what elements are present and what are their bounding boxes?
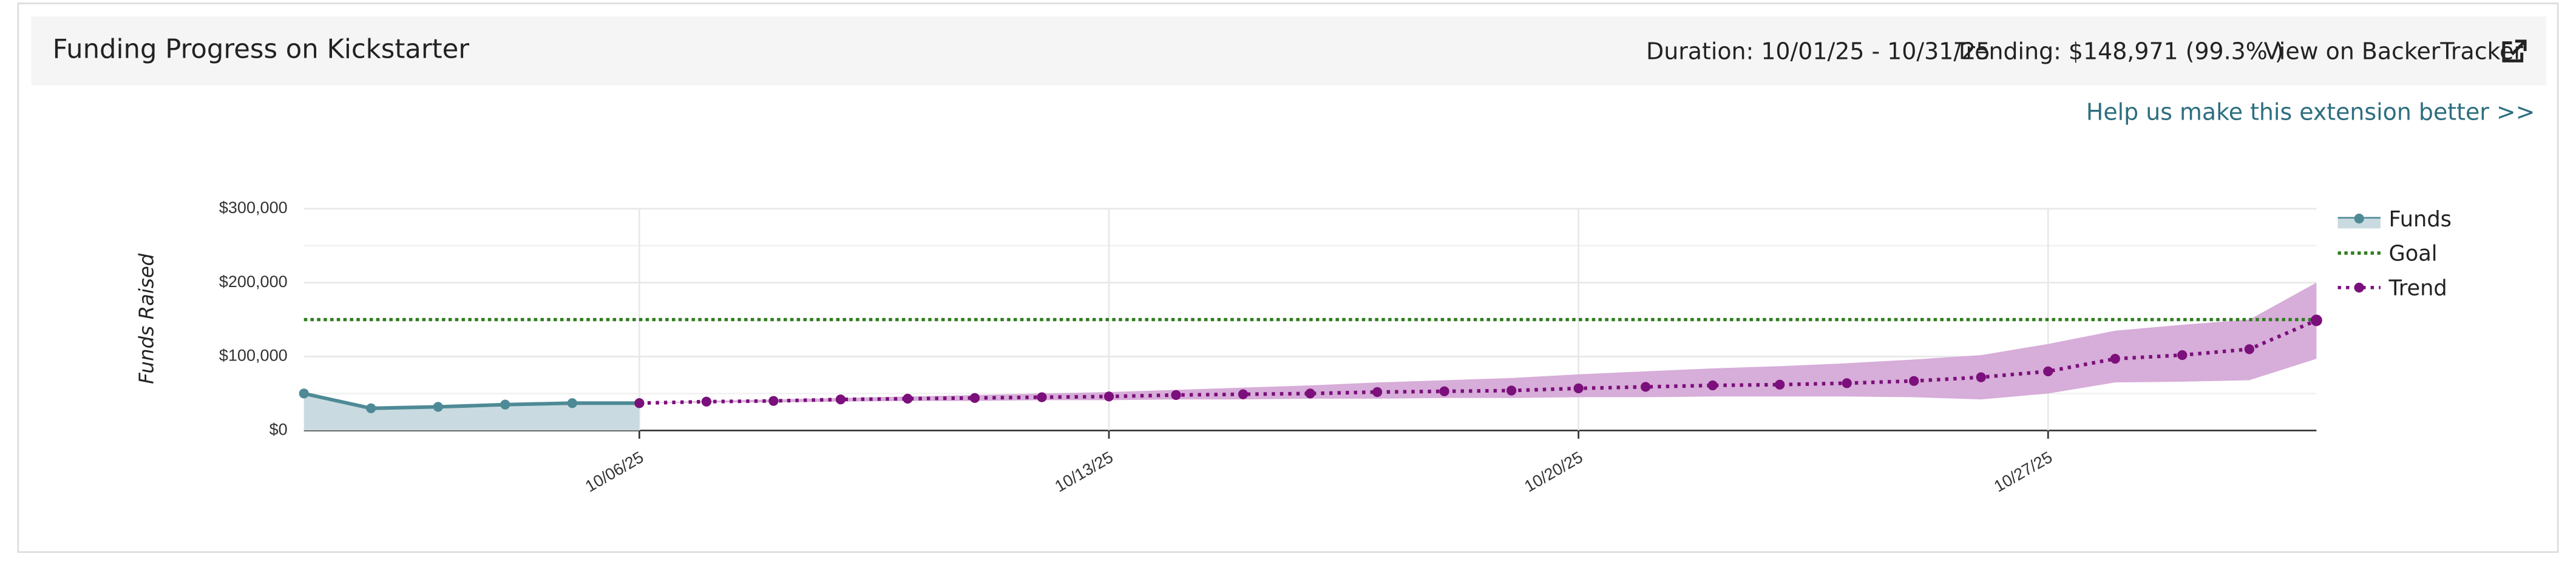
y-tick-label: $300,000 [219, 198, 288, 217]
data-point [1909, 376, 1919, 386]
series-line [639, 319, 2317, 405]
data-point [634, 398, 645, 408]
data-point [433, 402, 443, 412]
data-point [1775, 379, 1785, 390]
data-point [2177, 350, 2188, 361]
funds-area [303, 393, 640, 431]
legend-label[interactable]: Goal [2388, 242, 2437, 266]
panel [17, 2, 2559, 553]
legend-label[interactable]: Funds [2388, 207, 2452, 232]
data-point [1842, 378, 1852, 388]
legend-marker [2354, 282, 2364, 293]
data-point [1238, 389, 1249, 399]
header-title: Funding Progress on Kickstarter [53, 35, 470, 65]
legend-marker [2354, 214, 2364, 224]
legend-label[interactable]: Trend [2388, 276, 2447, 301]
data-point [1439, 386, 1449, 396]
backertracker-link[interactable]: View on BackerTracker [2264, 38, 2524, 64]
data-point [1171, 390, 1181, 400]
data-point [366, 403, 376, 413]
data-point [1976, 372, 1986, 382]
data-point [903, 393, 913, 404]
data-point [2310, 314, 2322, 327]
data-point [1506, 385, 1517, 396]
data-point [500, 399, 510, 410]
series-line [303, 391, 640, 410]
data-point [701, 396, 711, 407]
data-point [768, 396, 779, 406]
trend-band [639, 282, 2317, 404]
external-link-icon[interactable] [2502, 39, 2527, 63]
data-point [1103, 391, 1114, 402]
data-point [2043, 366, 2053, 376]
data-point [1641, 382, 1651, 392]
data-point [567, 398, 577, 408]
y-axis-label: Funds Raised [135, 253, 158, 384]
feedback-link[interactable]: Help us make this extension better >> [2086, 98, 2535, 125]
y-tick-label: $0 [269, 420, 288, 438]
data-point [835, 394, 846, 405]
data-point [2110, 354, 2120, 364]
data-point [969, 393, 980, 403]
trending: Trending: $148,971 (99.3% ) [1954, 38, 2284, 64]
duration: Duration: 10/01/25 - 10/31/25 [1646, 38, 1990, 64]
data-point [1707, 380, 1718, 391]
data-point [1305, 388, 1315, 399]
header-bar [31, 16, 2547, 86]
data-point [299, 388, 309, 399]
data-point [1037, 392, 1047, 402]
data-point [1573, 383, 1584, 393]
data-point [2244, 344, 2254, 354]
y-tick-label: $100,000 [219, 347, 288, 365]
data-point [1372, 387, 1383, 398]
y-tick-label: $200,000 [219, 273, 288, 291]
